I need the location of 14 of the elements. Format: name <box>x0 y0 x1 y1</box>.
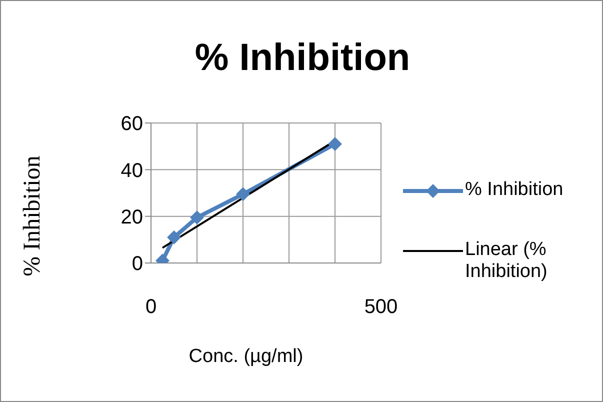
point <box>167 230 181 244</box>
point <box>190 210 204 224</box>
chart-title: % Inhibition <box>194 37 412 80</box>
legend-label: % Inhibition <box>465 179 564 201</box>
point <box>328 137 342 151</box>
point <box>236 187 250 202</box>
y-tick-label: 0 <box>132 253 143 276</box>
y-tick-label: 20 <box>120 206 143 228</box>
x-tick-label: 500 <box>364 296 398 318</box>
y-tick-label: 40 <box>120 160 143 182</box>
x-axis-title: Conc. (µg/ml) <box>188 346 304 368</box>
legend-label: Linear (% Inhibition) <box>465 239 548 283</box>
y-axis-title: % Inhibition <box>20 156 46 276</box>
y-tick-label: 60 <box>120 113 143 136</box>
